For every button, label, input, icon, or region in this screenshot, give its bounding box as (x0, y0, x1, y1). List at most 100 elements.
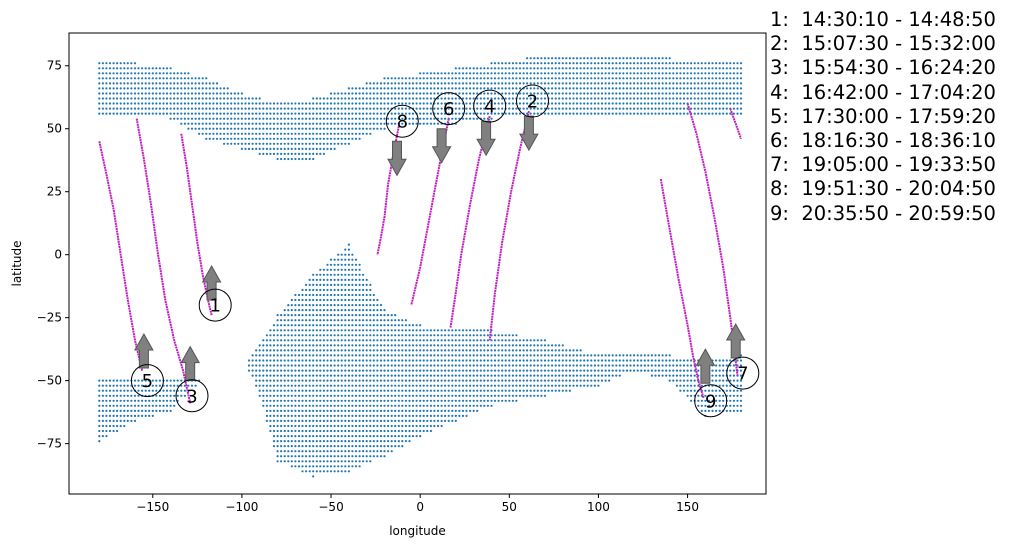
coverage-point (436, 77, 440, 80)
coverage-point (404, 379, 407, 382)
coverage-point (501, 92, 504, 95)
coverage-point (411, 379, 415, 382)
coverage-point (540, 379, 543, 382)
coverage-point (319, 435, 322, 438)
coverage-point (226, 87, 229, 90)
coverage-point (208, 97, 211, 100)
coverage-point (165, 107, 169, 110)
coverage-point (333, 314, 336, 317)
coverage-point (704, 107, 707, 110)
coverage-point (333, 465, 336, 468)
coverage-point (230, 132, 233, 135)
coverage-point (472, 394, 475, 397)
coverage-point (365, 394, 368, 397)
coverage-point (593, 359, 597, 362)
coverage-point (372, 450, 375, 453)
coverage-point (308, 132, 311, 135)
coverage-point (297, 339, 301, 342)
coverage-point (329, 137, 333, 140)
coverage-point (633, 102, 636, 105)
coverage-point (297, 424, 301, 428)
coverage-point (308, 157, 311, 161)
coverage-point (668, 62, 671, 65)
coverage-point (376, 389, 379, 392)
coverage-point (108, 379, 112, 382)
coverage-point (112, 77, 115, 80)
coverage-point (251, 112, 254, 115)
coverage-point (126, 414, 129, 417)
coverage-point (397, 334, 400, 337)
coverage-point (358, 324, 361, 327)
coverage-point (472, 97, 475, 100)
coverage-point (351, 314, 354, 317)
coverage-point (454, 334, 457, 337)
coverage-point (315, 334, 318, 337)
pass-marker-circle (130, 364, 164, 398)
coverage-point (372, 122, 375, 125)
coverage-point (476, 72, 479, 75)
coverage-point (98, 97, 101, 100)
coverage-point (679, 82, 682, 85)
coverage-point (711, 112, 714, 115)
coverage-point (479, 369, 482, 372)
coverage-point (501, 339, 504, 342)
coverage-point (501, 87, 504, 90)
coverage-point (654, 87, 657, 90)
coverage-point (315, 435, 318, 438)
coverage-point (476, 117, 479, 120)
coverage-point (287, 354, 290, 357)
coverage-point (518, 359, 522, 362)
coverage-point (322, 359, 325, 362)
coverage-point (301, 329, 304, 332)
coverage-point (404, 344, 407, 347)
coverage-point (276, 364, 279, 367)
coverage-point (533, 107, 536, 110)
coverage-point (337, 137, 340, 140)
coverage-point (540, 369, 543, 372)
coverage-point (383, 77, 386, 80)
coverage-point (551, 77, 554, 80)
coverage-point (337, 92, 340, 95)
coverage-point (223, 102, 226, 105)
coverage-point (426, 339, 429, 342)
coverage-point (358, 132, 361, 135)
coverage-point (354, 384, 358, 387)
coverage-point (397, 102, 400, 105)
coverage-point (522, 374, 525, 377)
coverage-point (458, 349, 461, 352)
coverage-point (173, 107, 176, 110)
coverage-point (518, 92, 522, 95)
coverage-point (600, 364, 604, 367)
coverage-point (411, 117, 415, 120)
coverage-point (158, 77, 161, 80)
coverage-point (280, 329, 283, 332)
coverage-point (116, 429, 119, 433)
coverage-point (383, 359, 386, 362)
coverage-point (315, 445, 318, 448)
coverage-point (322, 329, 325, 332)
coverage-point (98, 424, 101, 428)
coverage-point (372, 127, 375, 130)
coverage-point (354, 334, 358, 337)
coverage-point (508, 344, 511, 347)
coverage-point (447, 389, 450, 392)
coverage-point (415, 384, 418, 387)
coverage-point (526, 389, 529, 392)
coverage-point (583, 107, 586, 110)
coverage-point (340, 329, 343, 332)
coverage-point (287, 314, 290, 317)
coverage-point (333, 324, 336, 327)
coverage-point (568, 62, 572, 65)
coverage-point (394, 329, 397, 332)
coverage-point (262, 147, 265, 150)
coverage-point (301, 157, 304, 161)
coverage-point (329, 319, 333, 322)
coverage-point (358, 364, 361, 367)
coverage-point (326, 334, 329, 337)
coverage-point (411, 102, 415, 105)
coverage-point (265, 107, 268, 110)
coverage-point (294, 445, 297, 448)
coverage-point (732, 404, 736, 407)
coverage-point (141, 409, 144, 412)
coverage-point (383, 379, 386, 382)
